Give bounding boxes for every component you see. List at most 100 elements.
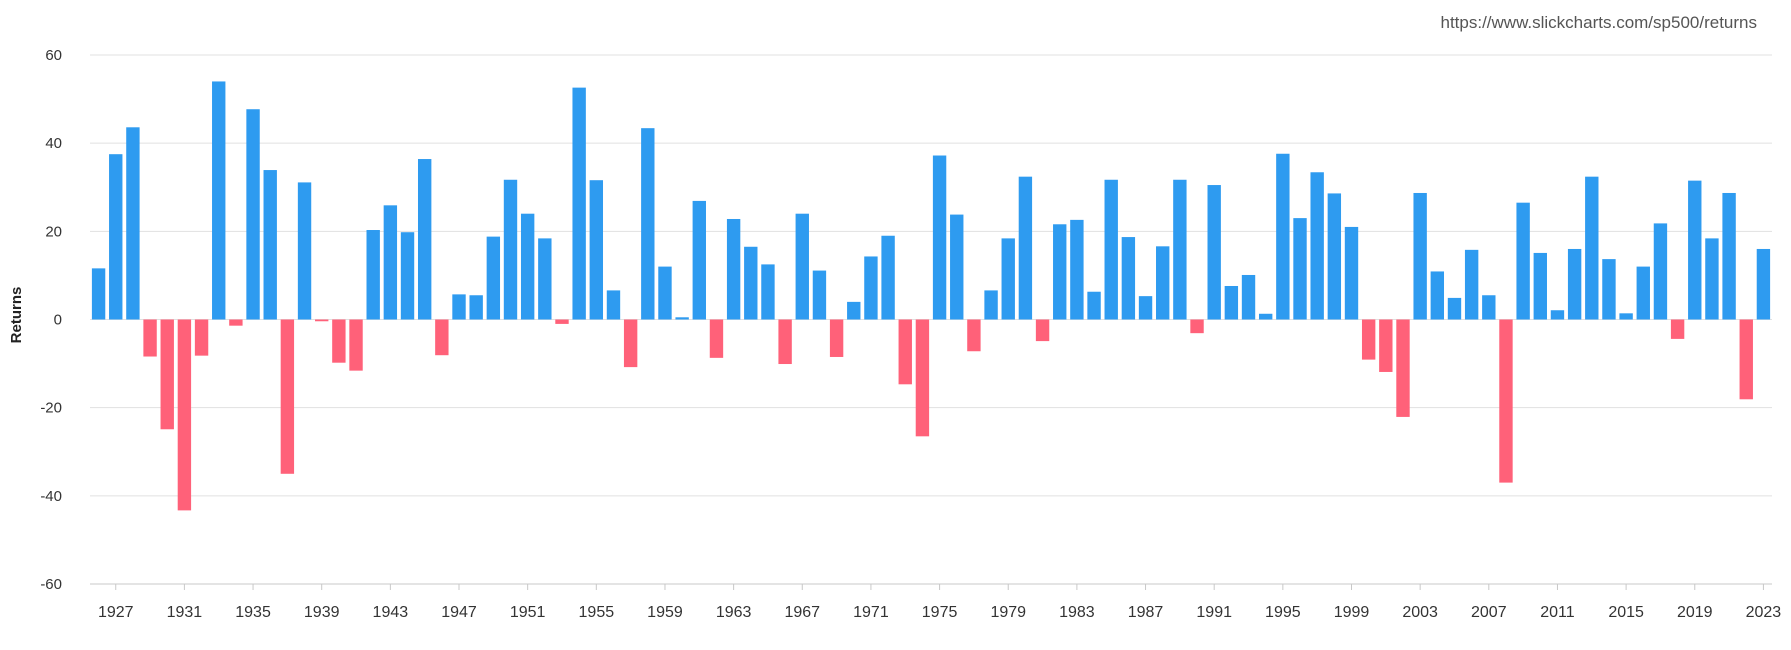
bar-2000 xyxy=(1361,319,1376,360)
bar-2012 xyxy=(1567,248,1582,320)
x-tick-label: 1951 xyxy=(510,604,546,621)
x-tick-label: 1979 xyxy=(990,604,1026,621)
x-tick-label: 1987 xyxy=(1128,604,1164,621)
bar-1994 xyxy=(1258,313,1273,320)
bar-1952 xyxy=(538,238,552,320)
bar-1961 xyxy=(692,200,706,320)
bar-2018 xyxy=(1670,319,1685,339)
x-tick-label: 2007 xyxy=(1471,604,1507,621)
bar-1933 xyxy=(212,81,226,320)
bar-2009 xyxy=(1516,202,1530,320)
bar-1941 xyxy=(349,319,363,371)
y-tick-label: -20 xyxy=(40,400,62,417)
x-tick-label: 1931 xyxy=(167,604,203,621)
bar-2008 xyxy=(1499,319,1513,483)
x-tick-label: 1995 xyxy=(1265,604,1301,621)
y-tick-label: -60 xyxy=(40,576,62,593)
bar-1955 xyxy=(589,180,604,320)
x-tick-label: 2015 xyxy=(1608,604,1644,621)
bar-1971 xyxy=(864,256,878,320)
bar-1991 xyxy=(1207,185,1221,320)
bar-2019 xyxy=(1688,180,1702,320)
bar-1981 xyxy=(1035,319,1050,342)
bar-2003 xyxy=(1413,192,1427,320)
bar-1930 xyxy=(160,319,174,430)
bar-1983 xyxy=(1070,219,1084,320)
x-axis-ticks: 1927 1931 1935 1939 1943 1947 1951 1955 1959 1963… xyxy=(98,584,1781,621)
bar-1968 xyxy=(812,270,827,320)
bar-1934 xyxy=(229,319,243,326)
x-tick-label: 1927 xyxy=(98,604,134,621)
bar-2014 xyxy=(1602,259,1616,320)
y-axis-ticks: 60 40 20 0 -20 -40 -60 xyxy=(40,47,62,593)
bar-2015 xyxy=(1619,313,1633,320)
bar-1995 xyxy=(1276,153,1290,320)
bar-2020 xyxy=(1705,238,1719,320)
bar-1993 xyxy=(1241,274,1256,320)
bar-1949 xyxy=(486,236,501,320)
bar-1979 xyxy=(1001,238,1015,320)
bar-2016 xyxy=(1636,266,1650,320)
bar-1986 xyxy=(1121,237,1136,320)
x-tick-label: 2011 xyxy=(1540,604,1575,621)
bars xyxy=(91,81,1771,511)
bar-1969 xyxy=(829,319,844,357)
bar-1990 xyxy=(1190,319,1204,334)
bar-2011 xyxy=(1550,310,1565,320)
bar-1958 xyxy=(641,128,655,320)
x-tick-label: 2023 xyxy=(1746,604,1782,621)
bar-1948 xyxy=(469,295,483,320)
bar-1988 xyxy=(1156,246,1170,320)
x-tick-label: 1955 xyxy=(579,604,615,621)
bar-2021 xyxy=(1722,192,1736,320)
bar-2017 xyxy=(1653,223,1668,320)
bar-1935 xyxy=(246,109,260,320)
bar-2023 xyxy=(1756,248,1771,320)
y-tick-label: 60 xyxy=(45,47,62,64)
bar-1947 xyxy=(452,294,466,320)
bar-1999 xyxy=(1344,226,1359,320)
bar-1928 xyxy=(126,127,140,320)
bar-1963 xyxy=(726,218,741,320)
x-tick-label: 1991 xyxy=(1196,604,1232,621)
bar-1974 xyxy=(915,319,930,437)
x-tick-label: 1983 xyxy=(1059,604,1095,621)
bar-1997 xyxy=(1310,172,1324,320)
bar-1936 xyxy=(263,170,277,320)
x-tick-label: 1947 xyxy=(441,604,477,621)
x-tick-label: 2003 xyxy=(1402,604,1438,621)
x-tick-label: 1975 xyxy=(922,604,958,621)
bar-1962 xyxy=(709,319,724,358)
bar-1951 xyxy=(520,213,535,320)
bar-1996 xyxy=(1293,218,1307,320)
bar-1984 xyxy=(1087,291,1101,320)
bar-1931 xyxy=(177,319,192,511)
x-tick-label: 1963 xyxy=(716,604,752,621)
x-tick-label: 2019 xyxy=(1677,604,1713,621)
bar-1970 xyxy=(847,301,861,320)
bar-1985 xyxy=(1104,179,1118,320)
y-tick-label: 40 xyxy=(45,135,62,152)
bar-1980 xyxy=(1018,176,1033,320)
bar-1989 xyxy=(1173,179,1187,320)
bar-1978 xyxy=(984,290,998,320)
bar-2013 xyxy=(1585,176,1599,320)
bar-1954 xyxy=(572,87,586,320)
x-tick-label: 1935 xyxy=(235,604,271,621)
bar-1953 xyxy=(555,319,569,324)
y-tick-label: 0 xyxy=(54,312,62,329)
bar-1960 xyxy=(675,317,689,320)
bar-2001 xyxy=(1379,319,1393,372)
x-tick-label: 1943 xyxy=(373,604,409,621)
bar-2005 xyxy=(1447,297,1462,320)
source-note: https://www.slickcharts.com/sp500/return… xyxy=(1440,13,1757,32)
bar-1975 xyxy=(932,155,947,320)
bar-1926 xyxy=(91,268,106,320)
bar-1946 xyxy=(435,319,449,356)
bar-1972 xyxy=(881,235,895,320)
y-axis-title: Returns xyxy=(8,287,25,344)
bar-1944 xyxy=(400,232,415,320)
bar-1939 xyxy=(315,319,329,322)
